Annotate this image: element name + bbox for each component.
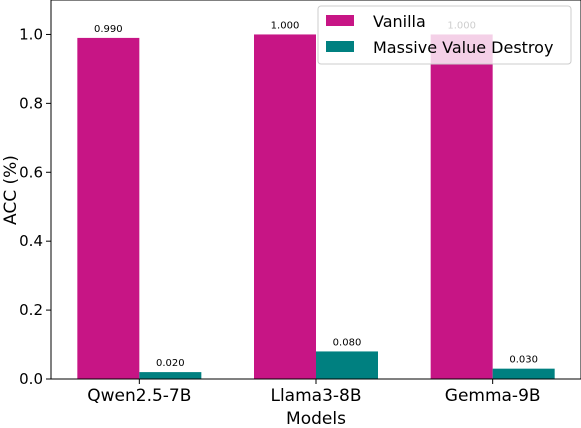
x-axis: Qwen2.5-7B Llama3-8B Gemma-9B (87, 379, 541, 406)
legend: Vanilla Massive Value Destroy (317, 5, 572, 65)
x-tick-label-llama3-8b: Llama3-8B (270, 386, 361, 406)
bar-vanilla-llama3-8b (254, 34, 316, 380)
data-label-vanilla-qwen2-5-7b: 0.990 (94, 24, 123, 35)
data-label-massive-value-destroy-gemma-9b: 0.030 (509, 355, 538, 366)
y-tick-label: 0.2 (19, 301, 43, 319)
legend-swatch-massive-value-destroy (326, 41, 354, 52)
data-label-massive-value-destroy-llama3-8b: 0.080 (333, 337, 362, 348)
bar-massive-value-destroy-llama3-8b (316, 351, 378, 379)
data-label-vanilla-llama3-8b: 1.000 (271, 20, 300, 31)
legend-frame (317, 5, 572, 65)
legend-swatch-vanilla (326, 15, 354, 26)
y-tick-label: 0.0 (19, 370, 43, 388)
y-tick-label: 1.0 (19, 25, 43, 43)
y-tick-label: 0.8 (19, 94, 43, 112)
data-label-massive-value-destroy-qwen2-5-7b: 0.020 (156, 358, 185, 369)
bar-vanilla-qwen2-5-7b (77, 37, 140, 380)
x-axis-title: Models (286, 409, 346, 428)
y-axis: 0.0 0.2 0.4 0.6 0.8 1.0 (19, 25, 51, 388)
y-tick-label: 0.4 (19, 232, 43, 250)
y-axis-title: ACC (%) (1, 155, 21, 225)
bar-massive-value-destroy-qwen2-5-7b (139, 372, 202, 379)
bars-layer (77, 34, 555, 380)
legend-label-massive-value-destroy: Massive Value Destroy (373, 38, 553, 57)
bar-vanilla-gemma-9b (430, 34, 493, 380)
bar-massive-value-destroy-gemma-9b (492, 368, 555, 379)
legend-label-vanilla: Vanilla (373, 12, 426, 31)
x-tick-label-gemma-9b: Gemma-9B (445, 386, 541, 406)
y-tick-label: 0.6 (19, 163, 43, 181)
x-tick-label-qwen2-5-7b: Qwen2.5-7B (87, 386, 191, 406)
